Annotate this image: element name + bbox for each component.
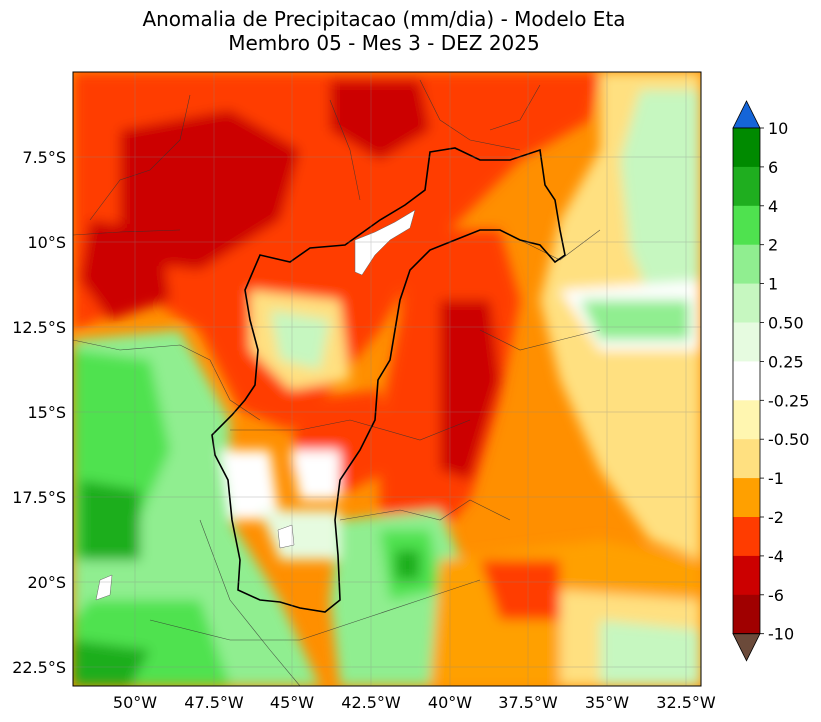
colorbar-label: 6	[768, 158, 778, 177]
x-tick-label: 35°W	[585, 693, 629, 712]
colorbar-swatch	[733, 555, 760, 596]
y-tick-label: 15°S	[27, 403, 66, 422]
colorbar-swatch	[733, 517, 760, 557]
colorbar-swatch	[733, 128, 760, 168]
precipitation-anomaly-field	[73, 72, 701, 686]
basin-outline	[211, 147, 566, 613]
colorbar-label: -1	[768, 469, 784, 488]
x-tick-label: 45°W	[270, 693, 314, 712]
colorbar-swatch	[733, 478, 760, 518]
colorbar-label: 0.25	[768, 352, 804, 371]
y-tick-label: 10°S	[27, 233, 66, 252]
y-tick-label: 12.5°S	[12, 318, 66, 337]
colorbar-swatch	[733, 361, 760, 401]
colorbar-label: 0.50	[768, 314, 804, 333]
colorbar-swatch	[733, 244, 760, 285]
map-frame	[72, 71, 702, 687]
x-tick-label: 40°W	[428, 693, 472, 712]
colorbar-swatch	[733, 400, 760, 440]
colorbar-swatch	[733, 439, 760, 479]
x-tick-label: 47.5°W	[184, 693, 244, 712]
colorbar-label: 1	[768, 275, 778, 294]
y-tick-label: 22.5°S	[12, 658, 66, 677]
colorbar-label: -2	[768, 508, 784, 527]
x-tick-label: 50°W	[113, 693, 157, 712]
x-tick-label: 32.5°W	[656, 693, 716, 712]
colorbar-label: 4	[768, 197, 778, 216]
colorbar-over-arrow	[732, 100, 761, 129]
x-tick-label: 42.5°W	[341, 693, 401, 712]
colorbar-swatch	[733, 205, 760, 246]
colorbar-label: -0.25	[768, 391, 809, 410]
y-axis-labels: 7.5°S 10°S 12.5°S 15°S 17.5°S 20°S 22.5°…	[12, 148, 66, 677]
y-tick-label: 17.5°S	[12, 488, 66, 507]
y-tick-label: 7.5°S	[22, 148, 66, 167]
political-boundaries	[73, 79, 601, 686]
colorbar-swatch	[733, 322, 760, 362]
colorbar-label: -10	[768, 625, 794, 644]
map-title-line-1: Anomalia de Precipitacao (mm/dia) - Mode…	[142, 7, 626, 31]
colorbar-label: 2	[768, 236, 778, 255]
x-axis-labels: 50°W 47.5°W 45°W 42.5°W 40°W 37.5°W 35°W…	[113, 693, 716, 712]
colorbar-under-arrow	[732, 633, 761, 662]
colorbar: 10 6 4 2 1 0.50 0.25 -0.25 -0.50 -1 -2 -4 -6 -10	[732, 100, 809, 662]
colorbar-label: -6	[768, 586, 784, 605]
graticule	[73, 72, 701, 686]
colorbar-swatch	[733, 594, 760, 635]
colorbar-label: -4	[768, 547, 784, 566]
colorbar-swatch	[733, 166, 760, 207]
y-tick-label: 20°S	[27, 573, 66, 592]
colorbar-swatch	[733, 283, 760, 323]
colorbar-label: -0.50	[768, 430, 809, 449]
x-tick-label: 37.5°W	[498, 693, 558, 712]
colorbar-frame	[732, 127, 761, 635]
colorbar-label: 10	[768, 119, 788, 138]
map-title-line-2: Membro 05 - Mes 3 - DEZ 2025	[228, 31, 540, 55]
